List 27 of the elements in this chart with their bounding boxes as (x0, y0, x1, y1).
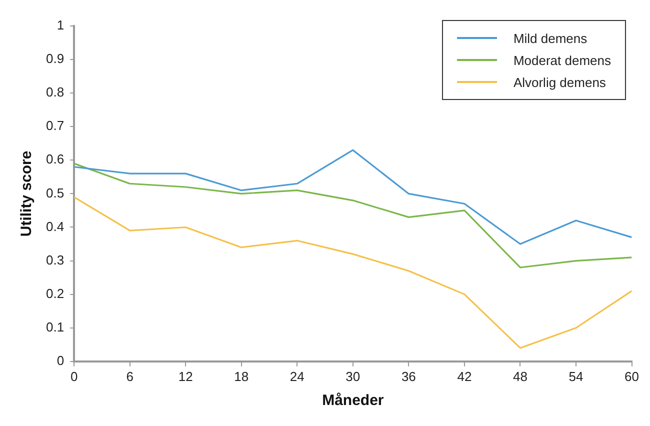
x-axis-title: Måneder (322, 392, 384, 410)
y-tick-label: 0.2 (46, 286, 64, 301)
x-tick-label: 36 (401, 368, 416, 384)
x-tick-label: 42 (457, 368, 472, 384)
y-tick-label: 0 (56, 352, 64, 368)
legend-label: Mild demens (513, 30, 588, 46)
x-tick-label: 54 (568, 368, 584, 384)
legend-label: Alvorlig demens (513, 74, 606, 90)
y-axis-title: Utility score (18, 150, 36, 237)
x-tick-label: 0 (70, 368, 78, 384)
x-tick-label: 18 (234, 368, 249, 384)
y-tick-label: 0.5 (46, 185, 64, 200)
x-tick-label: 60 (624, 368, 640, 384)
y-tick-label: 0.6 (46, 152, 64, 167)
x-tick-label: 12 (178, 368, 193, 384)
y-tick-label: 0.3 (46, 252, 64, 268)
y-tick-label: 0.8 (46, 84, 64, 100)
x-tick-label: 30 (346, 368, 360, 384)
x-tick-label: 48 (512, 368, 528, 384)
x-tick-label: 24 (290, 368, 304, 384)
y-tick-label: 0.1 (46, 319, 64, 334)
y-tick-label: 0.4 (46, 218, 64, 234)
y-tick-label: 0.7 (46, 118, 64, 134)
x-tick-label: 6 (126, 368, 134, 384)
legend-label: Moderat demens (513, 52, 611, 68)
y-tick-label: 0.9 (46, 51, 64, 66)
y-tick-label: 1 (56, 18, 64, 33)
